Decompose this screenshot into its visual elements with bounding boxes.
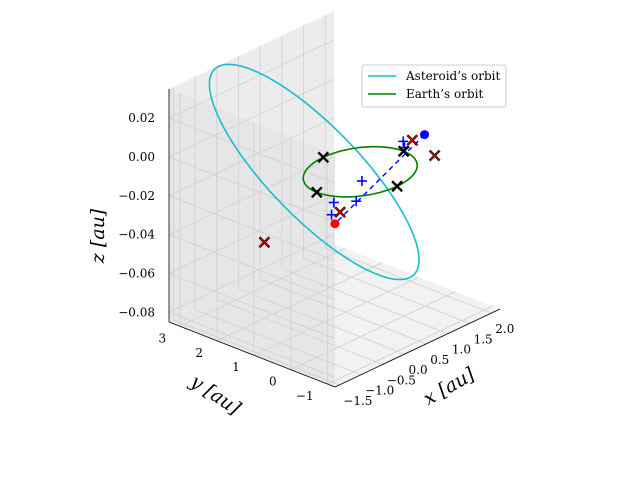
grid-y-floor	[290, 291, 456, 371]
x-tick-label: −0.5	[387, 373, 416, 387]
y-tick-label: 1	[232, 360, 240, 374]
cross-stroke	[317, 151, 330, 164]
transfer-path-line	[334, 134, 426, 225]
grid-z-back	[168, 117, 335, 197]
grid-x-floor	[238, 288, 405, 355]
grid-x-floor	[281, 268, 449, 335]
cross-stroke	[334, 206, 346, 218]
plus-marker	[398, 136, 409, 147]
x-tick-label: −1.5	[343, 394, 372, 408]
tick-labels: −1.5−1.0−0.50.00.51.01.52.0 −1 0 1 2 3−0.08 −0…	[118, 111, 514, 408]
grid-x-floor	[194, 309, 362, 376]
grid-z-left	[168, 156, 336, 223]
grid-z-back	[168, 78, 335, 158]
earth-position-marker	[310, 186, 323, 199]
z-tick-label: 0.02	[128, 111, 155, 125]
grid-x-floor	[173, 319, 340, 386]
x-tick-label: 1.0	[452, 343, 471, 357]
x-axis-line	[334, 308, 501, 388]
plus-marker	[356, 175, 367, 186]
x-tick-label: −1.0	[365, 384, 394, 398]
legend-box	[361, 64, 507, 108]
z-tick-label: −0.02	[118, 189, 155, 203]
grid-z-back	[168, 233, 335, 313]
end-point-marker	[330, 219, 340, 229]
grid-z-left	[168, 117, 336, 184]
z-tick-label: −0.04	[118, 228, 155, 242]
asteroid-position-marker-inner	[429, 150, 441, 161]
left-pane	[169, 89, 335, 387]
grid-x-floor	[216, 299, 383, 365]
x-axis-label: x [au]	[420, 363, 479, 410]
y-tick-label: 3	[158, 331, 166, 345]
grid-z-back	[168, 39, 335, 119]
z-tick-label: 0.00	[128, 150, 155, 164]
cross-stroke	[406, 134, 418, 146]
legend-label-asteroid: Asteroid’s orbit	[405, 69, 500, 83]
cross-stroke	[397, 145, 410, 158]
grid-x-floor	[303, 257, 470, 324]
grid-y-floor	[253, 276, 420, 356]
grid-x-floor	[325, 247, 492, 314]
start-point-marker	[420, 130, 430, 140]
plus-marker	[351, 196, 362, 207]
cross-stroke	[429, 150, 441, 161]
grid-z-left	[168, 273, 336, 339]
y-tick-label: −1	[296, 389, 314, 403]
z-axis-label: z [au]	[87, 208, 109, 264]
plus-marker	[326, 209, 337, 220]
cross-stroke	[310, 186, 323, 199]
grid-y-floor	[216, 262, 383, 342]
asteroid-position-marker-inner	[259, 236, 270, 248]
y-axis-label: y [au]	[186, 370, 245, 420]
grid-z-left	[168, 311, 336, 378]
x-tick-label: 0.0	[409, 363, 428, 377]
y-tick-label: 0	[269, 375, 277, 389]
x-tick-label: 0.5	[430, 353, 449, 367]
grid-z-left	[168, 234, 336, 300]
grid-lines	[168, 15, 493, 386]
earth-position-marker	[391, 180, 403, 193]
axis-lines	[168, 89, 501, 388]
grid-x-floor	[260, 278, 427, 345]
asteroid-orbit-line	[208, 63, 420, 281]
x-tick-label: 2.0	[495, 322, 514, 336]
legend: Asteroid’s orbit Earth’s orbit	[361, 64, 507, 108]
y-axis-line	[168, 321, 336, 388]
cross-stroke	[259, 236, 270, 248]
asteroid-position-marker-inner	[334, 206, 346, 218]
earth-position-marker	[397, 145, 410, 158]
z-tick-label: −0.06	[118, 267, 155, 281]
marker-points	[258, 130, 441, 249]
earth-position-marker	[317, 151, 330, 164]
y-tick-label: 2	[195, 346, 203, 360]
legend-label-earth: Earth’s orbit	[406, 87, 483, 101]
grid-y-floor	[327, 305, 493, 385]
asteroid-position-marker-inner	[406, 134, 418, 146]
plus-marker	[328, 197, 339, 208]
grid-y-floor	[179, 247, 346, 327]
z-tick-label: −0.08	[118, 305, 155, 319]
cross-stroke	[391, 180, 403, 193]
grid-z-back	[168, 195, 335, 274]
grid-z-left	[168, 195, 336, 262]
x-tick-label: 1.5	[474, 332, 493, 346]
